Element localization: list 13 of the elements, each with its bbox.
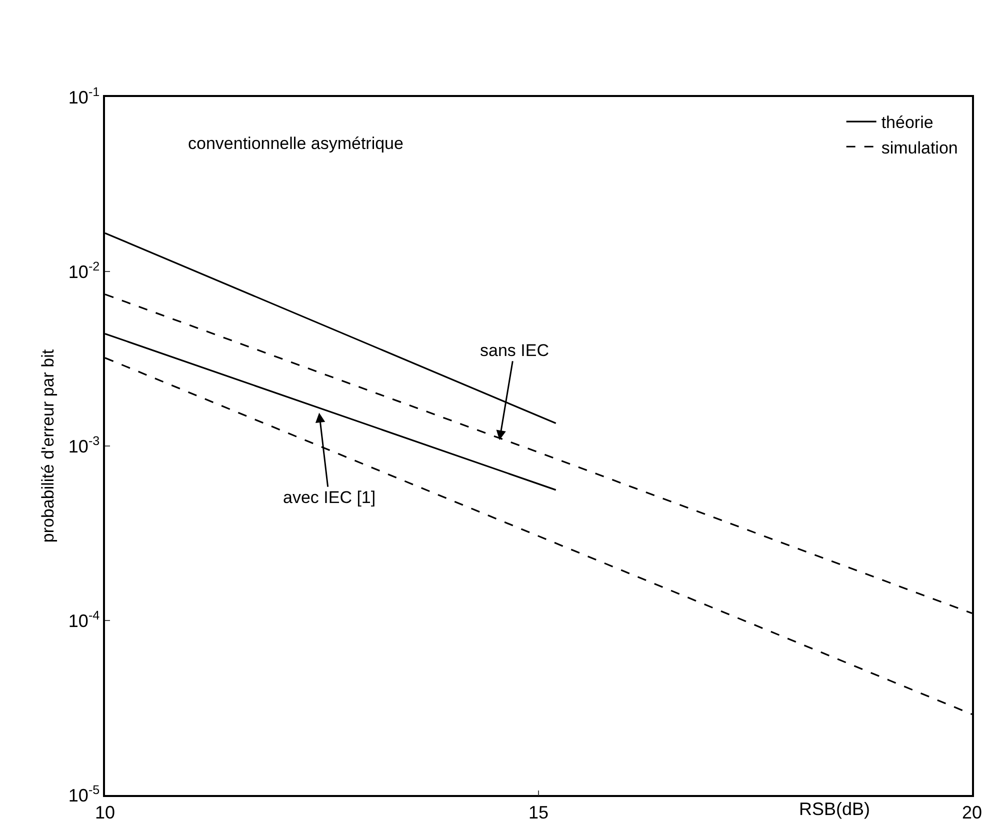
annotation: avec IEC [1]	[283, 488, 376, 507]
y-tick-label: 10$^{-1}$	[68, 84, 100, 108]
y-tick-label: 10$^{-3}$	[68, 434, 100, 456]
legend-label: simulation	[881, 138, 958, 158]
x-tick-label: 15	[528, 802, 549, 822]
y-axis-title: probabilité d'erreur par bit	[38, 349, 58, 543]
x-tick-label: 20	[962, 802, 982, 822]
y-tick-label: 10$^{-2}$	[68, 259, 100, 282]
legend-label: théorie	[881, 113, 934, 132]
text: conventionnelle asymétrique	[188, 134, 404, 153]
y-tick-label: 10$^{-4}$	[68, 608, 100, 631]
x-axis-title: RSB(dB)	[799, 799, 870, 819]
annotation: sans IEC	[480, 341, 549, 360]
